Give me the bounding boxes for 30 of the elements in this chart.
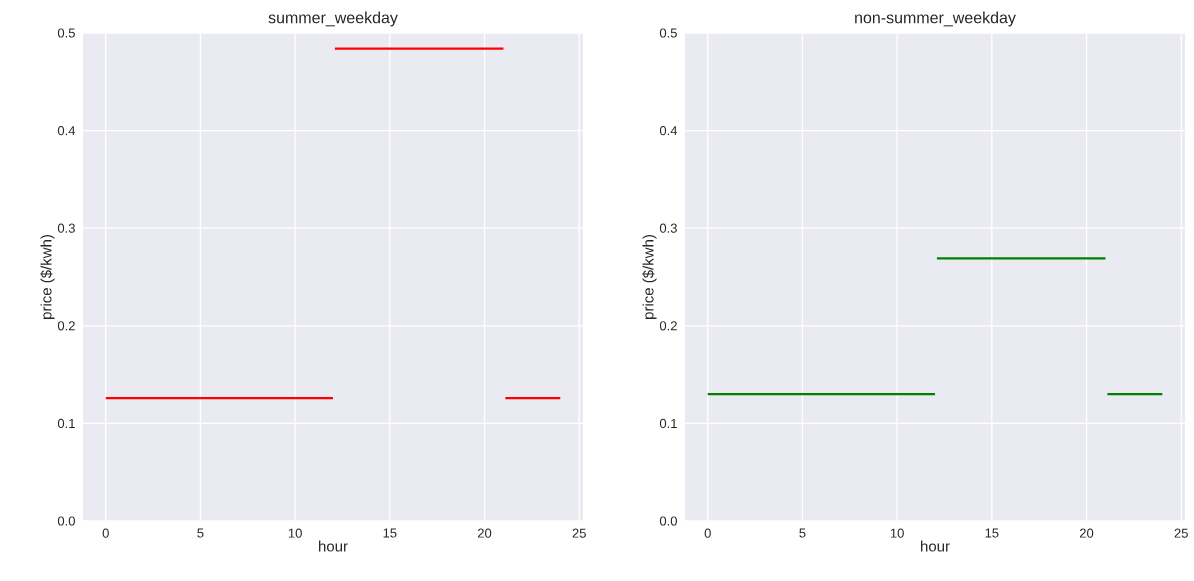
y-axis-title: price ($/kwh) [642, 235, 657, 319]
x-tick-label: 25 [572, 528, 586, 538]
x-tick-label: 20 [1079, 528, 1094, 538]
y-tick-label: 0.2 [57, 321, 75, 331]
x-tick-label: 15 [383, 528, 397, 538]
y-tick-label: 0.4 [659, 125, 678, 136]
x-axis-title: hour [319, 540, 348, 552]
chart-title: summer_weekday [268, 11, 398, 27]
x-tick-label: 15 [985, 528, 999, 538]
x-tick-label: 10 [288, 528, 302, 538]
y-tick-label: 0.5 [659, 28, 677, 38]
x-tick-label: 5 [197, 528, 204, 538]
y-tick-label: 0.0 [659, 516, 677, 526]
y-tick-label: 0.4 [57, 125, 76, 136]
x-tick-label: 10 [890, 528, 904, 538]
x-axis-title: hour [921, 540, 950, 552]
x-tick-label: 0 [704, 528, 711, 538]
y-tick-label: 0.5 [57, 28, 75, 38]
x-tick-label: 5 [799, 528, 806, 538]
y-tick-label: 0.1 [57, 418, 75, 428]
chart-title: non-summer_weekday [855, 11, 1016, 27]
y-tick-label: 0.3 [659, 223, 677, 233]
x-tick-label: 0 [102, 528, 109, 538]
x-tick-label: 25 [1174, 528, 1188, 538]
y-tick-label: 0.1 [659, 418, 677, 428]
x-tick-label: 20 [477, 528, 492, 538]
y-tick-label: 0.0 [57, 516, 75, 526]
y-tick-label: 0.2 [659, 321, 677, 331]
y-axis-title: price ($/kwh) [40, 235, 55, 319]
y-tick-label: 0.3 [57, 223, 75, 233]
